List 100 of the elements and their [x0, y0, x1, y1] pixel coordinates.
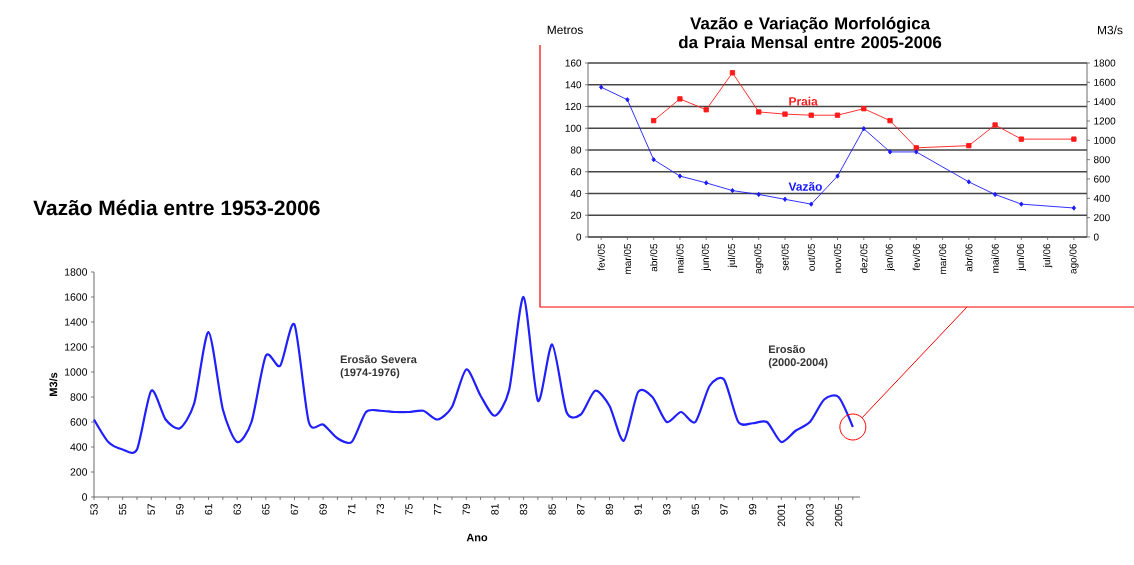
point	[1071, 136, 1077, 142]
point	[599, 84, 604, 90]
x-tick-label: 81	[491, 504, 499, 515]
point	[651, 117, 657, 124]
y-tick-label: 100	[565, 124, 582, 132]
point	[677, 96, 683, 102]
x-tick-label: mar/05	[623, 243, 632, 274]
x-tick-label: 95	[691, 503, 700, 515]
y-tick-label: 600	[70, 418, 88, 426]
x-tick-label: jun/05	[701, 243, 711, 271]
x-tick-label: 97	[720, 504, 728, 515]
chart-title: Vazão e Variação Morfológica da Praia Mensal entre 2005-2006	[678, 16, 942, 49]
x-tick-label: 2005	[834, 503, 843, 527]
y2-tick-label: 1400	[1094, 98, 1116, 106]
x-tick-label: 2003	[806, 503, 814, 527]
y-tick-label: 1000	[65, 368, 88, 376]
y2-tick-label: 1800	[1094, 59, 1116, 67]
point	[756, 109, 762, 115]
y-tick-label: 1200	[65, 343, 88, 351]
y2-tick-label: 400	[1093, 194, 1110, 202]
x-tick-label: nov/05	[833, 243, 842, 273]
x-tick-label: ago/05	[754, 243, 764, 274]
point	[730, 187, 735, 194]
x-tick-label: 91	[634, 504, 642, 515]
y2-tick-label: 1600	[1094, 78, 1116, 86]
x-tick-label: 59	[176, 504, 184, 515]
x-tick-label: mai/05	[676, 243, 684, 273]
point	[703, 107, 709, 113]
x-tick-label: 57	[147, 504, 155, 515]
point	[861, 126, 866, 132]
x-tick-label: fev/05	[597, 243, 605, 271]
x-tick-label: 61	[204, 504, 213, 515]
x-tick-label: 83	[519, 503, 528, 515]
point	[913, 145, 919, 151]
y2-tick-label: 200	[1094, 214, 1110, 222]
y-axis-title: M3/s	[49, 372, 58, 396]
x-tick-label: 71	[348, 504, 356, 515]
x-tick-label: 79	[462, 504, 470, 515]
y-tick-label: 60	[570, 168, 582, 176]
x-tick-label: ago/06	[1069, 243, 1079, 274]
y-tick-label: 120	[565, 102, 582, 111]
x-tick-label: 89	[605, 504, 614, 515]
point	[887, 149, 893, 155]
x-tick-label: jan/06	[885, 243, 895, 271]
y-tick-label: 1400	[65, 318, 88, 326]
x-tick-label: mai/06	[991, 243, 999, 273]
annotation: Erosão Severa (1974-1976)	[340, 355, 417, 379]
point	[782, 196, 788, 202]
x-tick-label: jul/06	[1042, 243, 1053, 268]
y2-tick-label: 600	[1094, 175, 1110, 183]
y-tick-label: 20	[570, 211, 582, 219]
point	[861, 106, 867, 112]
y2-tick-label: 0	[1093, 233, 1099, 241]
y-tick-label: 40	[570, 189, 582, 198]
point	[1019, 201, 1024, 207]
point	[835, 173, 840, 179]
point	[887, 117, 893, 124]
point	[834, 112, 841, 118]
x-tick-label: 93	[663, 503, 671, 515]
y-tick-label: 140	[565, 81, 582, 89]
y-tick-label: 1600	[65, 293, 88, 301]
x-tick-label: 67	[290, 504, 299, 515]
point	[966, 143, 972, 149]
x-tick-label: 85	[548, 503, 556, 515]
chart-title: Vazão Média entre 1953-2006	[33, 199, 320, 216]
x-tick-label: jun/06	[1016, 243, 1026, 271]
y-tick-label: 0	[82, 493, 88, 501]
point	[756, 191, 761, 198]
x-tick-label: 55	[119, 503, 127, 515]
x-tick-label: 87	[577, 504, 585, 515]
x-tick-label: abr/06	[965, 243, 973, 272]
point	[729, 70, 736, 76]
series-label: Vazão	[788, 182, 822, 191]
x-tick-label: 75	[405, 503, 413, 515]
point	[704, 180, 709, 186]
y-tick-label: 400	[70, 443, 88, 451]
point	[1071, 205, 1076, 211]
point	[809, 201, 814, 207]
point	[677, 173, 683, 179]
y-tick-label: 200	[70, 468, 88, 476]
point	[966, 179, 971, 185]
y2-tick-label: 1200	[1094, 117, 1116, 125]
x-tick-label: jul/05	[727, 243, 738, 268]
y2-axis-title: M3/s	[1098, 25, 1123, 35]
annotation: Erosão (2000-2004)	[768, 345, 828, 369]
point	[782, 111, 788, 117]
x-tick-label: abr/05	[650, 243, 658, 272]
x-tick-label: mar/06	[938, 243, 947, 274]
y-axis-title: Metros	[547, 25, 583, 35]
x-tick-label: 73	[376, 503, 385, 515]
y-tick-label: 1800	[65, 268, 88, 276]
x-tick-label: dez/05	[860, 243, 868, 273]
point	[993, 191, 998, 198]
y-tick-label: 160	[565, 59, 582, 67]
y-tick-label: 800	[70, 393, 88, 401]
y2-tick-label: 1000	[1094, 136, 1116, 144]
x-tick-label: fev/06	[912, 243, 920, 271]
x-tick-label: 53	[90, 503, 98, 515]
x-tick-label: out/05	[807, 243, 815, 271]
x-axis-title: Ano	[466, 533, 488, 542]
